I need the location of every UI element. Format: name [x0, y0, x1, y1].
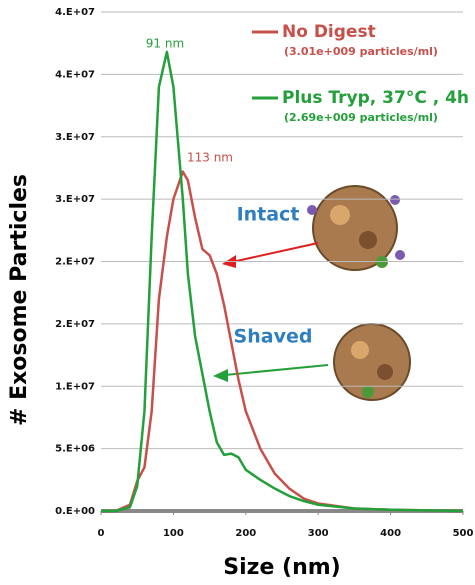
- y-axis-title: # Exosome Particles: [7, 174, 32, 426]
- legend-note: (2.69e+009 particles/ml): [284, 111, 438, 124]
- peak-label: 91 nm: [146, 37, 184, 51]
- arrow-shaved: [213, 365, 328, 382]
- y-tick-label: 0.E+00: [55, 506, 95, 517]
- y-tick-label: 4.E+07: [55, 7, 95, 18]
- x-tick-label: 100: [163, 528, 184, 539]
- x-axis-title: Size (nm): [223, 555, 340, 580]
- y-tick-label: 2.E+07: [55, 319, 95, 330]
- y-tick-label: 3.E+07: [55, 194, 95, 205]
- legend-note: (3.01e+009 particles/ml): [284, 45, 438, 58]
- y-tick-label: 5.E+06: [55, 444, 95, 455]
- annotation: Shaved: [234, 326, 313, 348]
- chart: # Exosome Particles Size (nm) 91 nm 113 …: [0, 0, 475, 585]
- annotation: Intact: [237, 204, 300, 226]
- exosome-shaved: [334, 324, 410, 400]
- y-tick-label: 4.E+07: [55, 69, 95, 80]
- x-tick-label: 200: [235, 528, 256, 539]
- arrow-intact: [222, 243, 318, 268]
- legend-label: Plus Tryp, 37°C , 4h: [282, 88, 469, 108]
- exosome-intact: [307, 186, 405, 270]
- x-tick-label: 300: [308, 528, 329, 539]
- legend-label: No Digest: [282, 22, 376, 42]
- y-tick-label: 3.E+07: [55, 132, 95, 143]
- x-tick-label: 400: [380, 528, 401, 539]
- x-tick-label: 0: [98, 528, 105, 539]
- peak-label: 113 nm: [187, 151, 233, 165]
- x-tick-label: 500: [453, 528, 474, 539]
- y-tick-label: 2.E+07: [55, 257, 95, 268]
- y-tick-label: 1.E+07: [55, 381, 95, 392]
